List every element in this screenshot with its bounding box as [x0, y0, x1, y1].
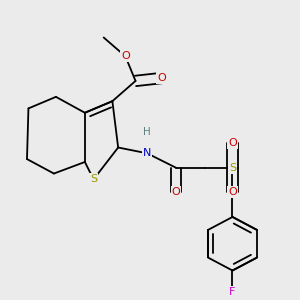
Text: O: O [228, 188, 237, 197]
Text: O: O [157, 73, 166, 83]
Text: N: N [143, 148, 151, 158]
Text: S: S [90, 174, 97, 184]
Text: S: S [229, 163, 236, 173]
Text: O: O [121, 51, 130, 61]
Text: F: F [229, 287, 236, 297]
Text: O: O [228, 138, 237, 148]
Text: H: H [143, 127, 151, 136]
Text: O: O [172, 188, 180, 197]
